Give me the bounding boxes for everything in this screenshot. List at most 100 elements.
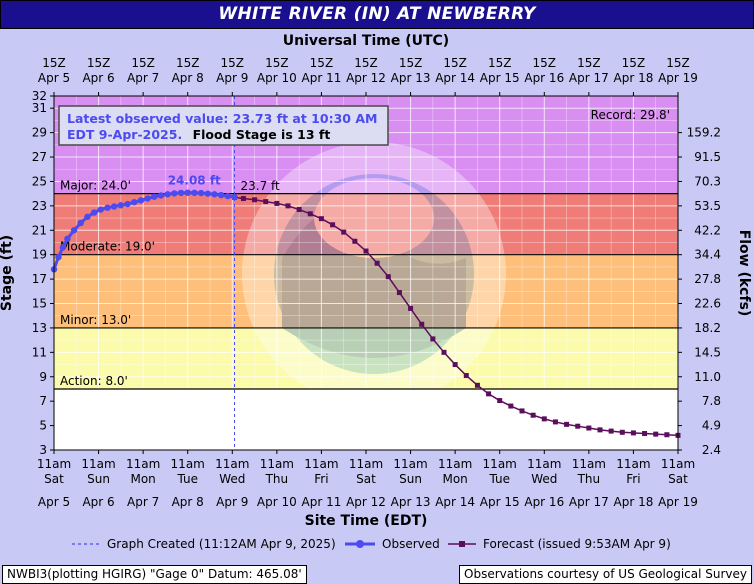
threshold-label-minor: Minor: 13.0' (60, 313, 131, 327)
bottom-tick-date: Apr 17 (569, 495, 609, 509)
y-tick-label: 9 (39, 370, 47, 384)
bottom-tick-date: Apr 10 (257, 495, 297, 509)
y2-axis-label: Flow (kcfs) (736, 230, 752, 317)
forecast-point (630, 430, 636, 436)
bottom-tick-time: 11am (37, 457, 71, 471)
bottom-tick-day: Sat (44, 472, 64, 486)
title-bar: WHITE RIVER (IN) AT NEWBERRY (0, 0, 754, 29)
threshold-label-record: Record: 29.8' (591, 108, 670, 122)
bottom-tick-time: 11am (527, 457, 561, 471)
legend-observed-label: Observed (382, 537, 440, 551)
observed-point (177, 189, 185, 197)
bottom-tick-date: Apr 7 (127, 495, 159, 509)
bottom-tick-date: Apr 11 (302, 495, 342, 509)
forecast-point (452, 362, 458, 368)
series: 24.08 ft 23.7 ft (50, 96, 681, 450)
observed-point (151, 193, 158, 200)
observed-point (144, 195, 151, 202)
y2-tick-label: 159.2 (687, 126, 721, 140)
y2-tick-label: 34.4 (694, 248, 721, 262)
y2-tick-label: 11.0 (694, 370, 721, 384)
bottom-tick-day: Mon (130, 472, 155, 486)
y-tick-label: 25 (32, 174, 47, 188)
observed-point (70, 227, 78, 234)
bottom-tick-day: Sun (87, 472, 110, 486)
top-tick-date: Apr 12 (346, 71, 386, 85)
observed-point (137, 197, 145, 204)
chart-title: WHITE RIVER (IN) AT NEWBERRY (218, 4, 536, 24)
observed-point (204, 190, 211, 197)
annotation-date: EDT 9-Apr-2025. (67, 127, 182, 142)
y-axis-label: Stage (ft) (0, 235, 15, 311)
bottom-tick-date: Apr 15 (480, 495, 520, 509)
y2-tick-label: 22.6 (694, 297, 721, 311)
latest-observed-annotation: Latest observed value: 23.73 ft at 10:30… (58, 105, 389, 146)
observed-point (191, 189, 198, 197)
top-tick-hour: 15Z (176, 56, 200, 70)
bottom-tick-time: 11am (126, 457, 160, 471)
forecast-point (240, 196, 246, 202)
top-tick-date: Apr 9 (216, 71, 248, 85)
y2-tick-label: 7.8 (702, 394, 721, 408)
observed-point (211, 191, 218, 198)
forecast-point (441, 349, 447, 355)
top-tick-date: Apr 14 (435, 71, 475, 85)
peak-label: 24.08 ft (168, 174, 221, 188)
bottom-tick-date: Apr 5 (38, 495, 70, 509)
legend: Graph Created (11:12AM Apr 9, 2025) Obse… (72, 537, 671, 551)
datum-footer: NWBI3(plotting HGIRG) "Gage 0" Datum: 46… (2, 565, 307, 584)
threshold-label-moderate: Moderate: 19.0' (60, 240, 155, 254)
forecast-point (508, 403, 514, 409)
top-tick-date: Apr 11 (302, 71, 342, 85)
bottom-tick-time: 11am (260, 457, 294, 471)
top-tick-hour: 15Z (310, 56, 334, 70)
bottom-tick-date: Apr 12 (346, 495, 386, 509)
forecast-point (474, 382, 480, 388)
forecast-point (564, 421, 570, 427)
forecast-point (341, 229, 347, 235)
top-tick-hour: 15Z (131, 56, 155, 70)
top-tick-hour: 15Z (87, 56, 111, 70)
bottom-tick-day: Thu (265, 472, 289, 486)
top-tick-date: Apr 18 (614, 71, 654, 85)
bottom-tick-date: Apr 19 (658, 495, 698, 509)
latest-forecast-label: 23.7 ft (241, 179, 281, 193)
flood-thresholds: Record: 29.8' Major: 24.0' Moderate: 19.0'… (54, 108, 678, 390)
top-tick-date: Apr 8 (172, 71, 204, 85)
y2-tick-label: 91.5 (694, 150, 721, 164)
threshold-label-major: Major: 24.0' (60, 179, 131, 193)
observed-point (231, 193, 238, 201)
hydrograph-chart: Record: 29.8' Major: 24.0' Moderate: 19.0'… (0, 33, 752, 551)
forecast-point (463, 373, 469, 379)
observed-point (171, 190, 178, 197)
bottom-tick-time: 11am (215, 457, 249, 471)
top-tick-date: Apr 7 (127, 71, 159, 85)
top-tick-hour: 15Z (577, 56, 601, 70)
bottom-tick-date: Apr 14 (435, 495, 475, 509)
forecast-point (307, 211, 313, 217)
y-tick-label: 3 (39, 443, 47, 457)
bottom-tick-date: Apr 18 (614, 495, 654, 509)
top-tick-hour: 15Z (354, 56, 378, 70)
observed-point (117, 202, 125, 209)
flood-stage-note: Flood Stage is 13 ft (193, 127, 331, 142)
forecast-point (552, 419, 558, 425)
forecast-point (263, 199, 269, 205)
forecast-point (285, 203, 291, 209)
forecast-point (642, 431, 648, 437)
y2-tick-label: 53.5 (694, 199, 721, 213)
top-tick-hour: 15Z (443, 56, 467, 70)
y-tick-label: 7 (39, 394, 47, 408)
top-tick-hour: 15Z (399, 56, 423, 70)
forecast-point (274, 200, 280, 206)
forecast-point (296, 207, 302, 213)
bottom-tick-date: Apr 8 (172, 495, 204, 509)
annotation-line-2: EDT 9-Apr-2025. Flood Stage is 13 ft (67, 127, 330, 142)
bottom-tick-date: Apr 9 (216, 495, 248, 509)
forecast-point (597, 427, 603, 433)
observed-point (104, 204, 111, 211)
bottom-tick-day: Sun (399, 472, 422, 486)
bottom-tick-day: Tue (176, 472, 198, 486)
observed-point (131, 199, 138, 206)
observed-point (55, 253, 62, 261)
